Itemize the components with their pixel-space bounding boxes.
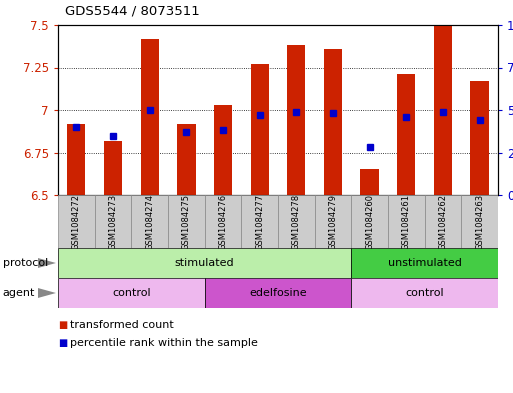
Text: agent: agent <box>3 288 35 298</box>
Bar <box>397 74 416 195</box>
Text: GSM1084279: GSM1084279 <box>328 193 338 250</box>
Bar <box>104 141 122 195</box>
Text: stimulated: stimulated <box>175 258 234 268</box>
Polygon shape <box>38 288 56 298</box>
Text: GSM1084276: GSM1084276 <box>219 193 227 250</box>
Bar <box>470 81 489 195</box>
Text: ■: ■ <box>58 320 67 330</box>
Bar <box>388 195 425 248</box>
Bar <box>214 105 232 195</box>
Text: transformed count: transformed count <box>70 320 174 330</box>
Text: GSM1084273: GSM1084273 <box>109 193 117 250</box>
Bar <box>95 195 131 248</box>
Text: GSM1084272: GSM1084272 <box>72 193 81 250</box>
Text: GSM1084277: GSM1084277 <box>255 193 264 250</box>
Bar <box>461 195 498 248</box>
Text: GSM1084275: GSM1084275 <box>182 193 191 250</box>
Bar <box>58 278 205 308</box>
Bar <box>141 39 159 195</box>
Text: control: control <box>405 288 444 298</box>
Bar <box>168 195 205 248</box>
Bar <box>205 278 351 308</box>
Bar <box>58 248 351 278</box>
Bar <box>287 46 306 195</box>
Text: GSM1084274: GSM1084274 <box>145 193 154 250</box>
Text: GSM1084262: GSM1084262 <box>439 193 447 250</box>
Text: control: control <box>112 288 151 298</box>
Bar <box>425 195 461 248</box>
Text: ■: ■ <box>58 338 67 348</box>
Bar <box>241 195 278 248</box>
Text: GSM1084261: GSM1084261 <box>402 193 411 250</box>
Text: GSM1084260: GSM1084260 <box>365 193 374 250</box>
Bar <box>324 49 342 195</box>
Bar <box>351 195 388 248</box>
Text: percentile rank within the sample: percentile rank within the sample <box>70 338 258 348</box>
Polygon shape <box>38 258 56 268</box>
Bar <box>250 64 269 195</box>
Text: GSM1084263: GSM1084263 <box>475 193 484 250</box>
Bar <box>434 25 452 195</box>
Bar <box>205 195 241 248</box>
Text: unstimulated: unstimulated <box>388 258 462 268</box>
Text: GDS5544 / 8073511: GDS5544 / 8073511 <box>65 5 200 18</box>
Bar <box>278 195 314 248</box>
Bar <box>351 278 498 308</box>
Text: GSM1084278: GSM1084278 <box>292 193 301 250</box>
Bar <box>131 195 168 248</box>
Text: protocol: protocol <box>3 258 48 268</box>
Text: edelfosine: edelfosine <box>249 288 307 298</box>
Bar <box>351 248 498 278</box>
Bar <box>67 124 86 195</box>
Bar <box>58 195 95 248</box>
Bar <box>177 124 195 195</box>
Bar <box>361 169 379 195</box>
Bar <box>314 195 351 248</box>
